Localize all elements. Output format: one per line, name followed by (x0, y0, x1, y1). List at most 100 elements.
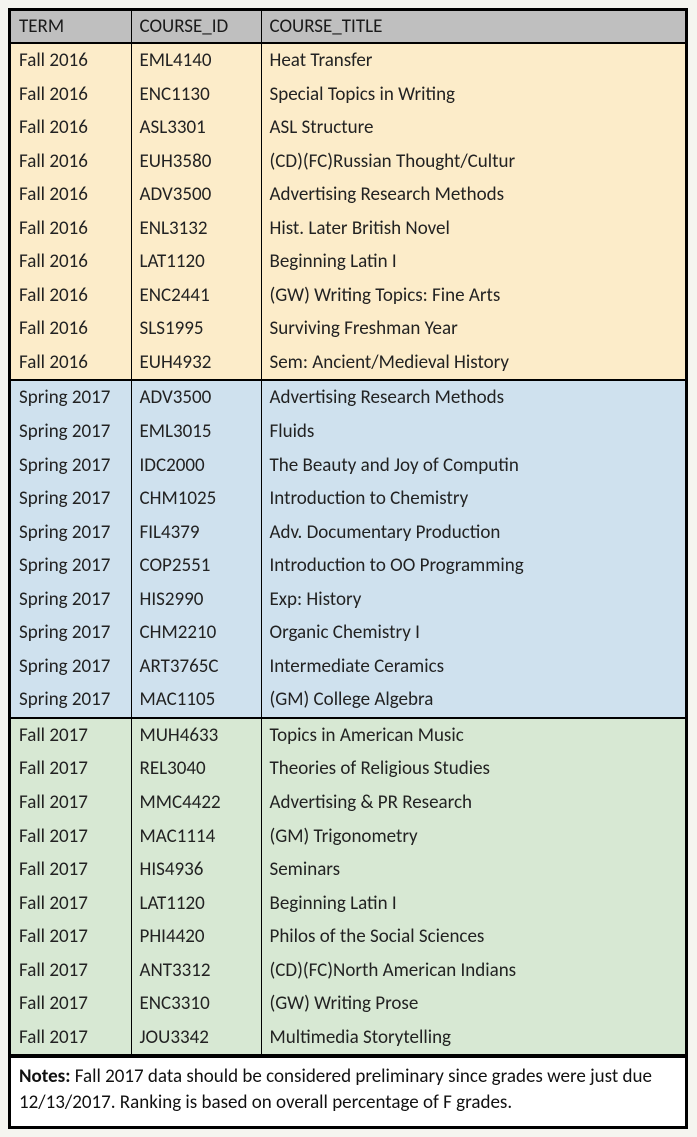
cell-course-id: IDC2000 (131, 449, 261, 483)
col-header-course-title: COURSE_TITLE (261, 11, 685, 43)
table-row: Fall 2016ASL3301ASL Structure (11, 111, 685, 145)
table-row: Fall 2016ENL3132Hist. Later British Nove… (11, 212, 685, 246)
course-table: TERM COURSE_ID COURSE_TITLE Fall 2016EML… (11, 11, 685, 1056)
cell-term: Spring 2017 (11, 549, 131, 583)
cell-course-title: Heat Transfer (261, 43, 685, 78)
table-row: Fall 2016EUH3580(CD)(FC)Russian Thought/… (11, 145, 685, 179)
table-row: Fall 2017MMC4422Advertising & PR Researc… (11, 786, 685, 820)
table-row: Spring 2017CHM1025Introduction to Chemis… (11, 482, 685, 516)
cell-course-id: EML3015 (131, 415, 261, 449)
cell-course-id: MAC1114 (131, 820, 261, 854)
cell-course-id: ENC3310 (131, 987, 261, 1021)
table-row: Spring 2017ART3765CIntermediate Ceramics (11, 650, 685, 684)
table-row: Fall 2016SLS1995Surviving Freshman Year (11, 312, 685, 346)
cell-course-title: Hist. Later British Novel (261, 212, 685, 246)
cell-course-id: ADV3500 (131, 178, 261, 212)
table-row: Fall 2016ENC1130Special Topics in Writin… (11, 78, 685, 112)
table-row: Spring 2017MAC1105(GM) College Algebra (11, 683, 685, 718)
cell-course-id: HIS4936 (131, 853, 261, 887)
cell-course-title: Introduction to OO Programming (261, 549, 685, 583)
cell-course-id: HIS2990 (131, 583, 261, 617)
table-row: Spring 2017EML3015Fluids (11, 415, 685, 449)
cell-course-title: Beginning Latin I (261, 887, 685, 921)
table-row: Fall 2017LAT1120Beginning Latin I (11, 887, 685, 921)
table-row: Fall 2017ANT3312(CD)(FC)North American I… (11, 954, 685, 988)
cell-course-title: Philos of the Social Sciences (261, 920, 685, 954)
cell-course-title: Seminars (261, 853, 685, 887)
table-row: Fall 2017HIS4936Seminars (11, 853, 685, 887)
cell-course-id: LAT1120 (131, 245, 261, 279)
cell-course-id: MUH4633 (131, 718, 261, 753)
cell-course-title: Special Topics in Writing (261, 78, 685, 112)
cell-course-id: ADV3500 (131, 380, 261, 415)
cell-course-title: (CD)(FC)Russian Thought/Cultur (261, 145, 685, 179)
cell-course-id: MMC4422 (131, 786, 261, 820)
cell-course-title: (GW) Writing Topics: Fine Arts (261, 279, 685, 313)
table-row: Spring 2017ADV3500Advertising Research M… (11, 380, 685, 415)
cell-course-title: (GW) Writing Prose (261, 987, 685, 1021)
table-row: Fall 2017PHI4420Philos of the Social Sci… (11, 920, 685, 954)
cell-term: Spring 2017 (11, 380, 131, 415)
cell-course-title: Advertising Research Methods (261, 178, 685, 212)
cell-term: Spring 2017 (11, 683, 131, 718)
col-header-course-id: COURSE_ID (131, 11, 261, 43)
cell-term: Fall 2017 (11, 987, 131, 1021)
cell-course-id: MAC1105 (131, 683, 261, 718)
cell-course-id: EUH4932 (131, 346, 261, 381)
cell-term: Fall 2017 (11, 887, 131, 921)
table-row: Spring 2017CHM2210Organic Chemistry I (11, 616, 685, 650)
cell-course-title: Theories of Religious Studies (261, 752, 685, 786)
cell-course-id: ENL3132 (131, 212, 261, 246)
table-row: Spring 2017IDC2000The Beauty and Joy of … (11, 449, 685, 483)
table-row: Fall 2017MUH4633Topics in American Music (11, 718, 685, 753)
cell-term: Spring 2017 (11, 616, 131, 650)
cell-term: Spring 2017 (11, 583, 131, 617)
cell-course-title: Exp: History (261, 583, 685, 617)
course-table-container: TERM COURSE_ID COURSE_TITLE Fall 2016EML… (8, 8, 688, 1129)
cell-term: Spring 2017 (11, 415, 131, 449)
cell-course-title: Advertising & PR Research (261, 786, 685, 820)
table-row: Spring 2017COP2551Introduction to OO Pro… (11, 549, 685, 583)
table-row: Fall 2017REL3040Theories of Religious St… (11, 752, 685, 786)
col-header-term: TERM (11, 11, 131, 43)
cell-course-id: JOU3342 (131, 1021, 261, 1056)
cell-term: Fall 2016 (11, 212, 131, 246)
cell-course-id: ANT3312 (131, 954, 261, 988)
cell-course-title: Organic Chemistry I (261, 616, 685, 650)
cell-course-title: Sem: Ancient/Medieval History (261, 346, 685, 381)
cell-course-id: ASL3301 (131, 111, 261, 145)
cell-term: Fall 2017 (11, 1021, 131, 1056)
table-row: Fall 2016ENC2441(GW) Writing Topics: Fin… (11, 279, 685, 313)
cell-term: Fall 2017 (11, 718, 131, 753)
cell-course-id: REL3040 (131, 752, 261, 786)
cell-course-title: Fluids (261, 415, 685, 449)
table-row: Spring 2017HIS2990Exp: History (11, 583, 685, 617)
cell-course-title: Topics in American Music (261, 718, 685, 753)
cell-course-id: PHI4420 (131, 920, 261, 954)
cell-course-title: (GM) College Algebra (261, 683, 685, 718)
cell-course-id: LAT1120 (131, 887, 261, 921)
cell-course-title: Intermediate Ceramics (261, 650, 685, 684)
cell-course-id: COP2551 (131, 549, 261, 583)
cell-course-title: ASL Structure (261, 111, 685, 145)
cell-course-title: Introduction to Chemistry (261, 482, 685, 516)
table-row: Fall 2017ENC3310(GW) Writing Prose (11, 987, 685, 1021)
cell-term: Fall 2016 (11, 346, 131, 381)
table-header: TERM COURSE_ID COURSE_TITLE (11, 11, 685, 43)
cell-course-id: EML4140 (131, 43, 261, 78)
cell-term: Spring 2017 (11, 482, 131, 516)
cell-term: Fall 2016 (11, 43, 131, 78)
cell-course-id: SLS1995 (131, 312, 261, 346)
cell-course-title: Advertising Research Methods (261, 380, 685, 415)
cell-term: Spring 2017 (11, 650, 131, 684)
cell-course-title: (CD)(FC)North American Indians (261, 954, 685, 988)
cell-term: Fall 2016 (11, 145, 131, 179)
table-row: Fall 2016EUH4932Sem: Ancient/Medieval Hi… (11, 346, 685, 381)
cell-course-title: Adv. Documentary Production (261, 516, 685, 550)
cell-term: Fall 2017 (11, 786, 131, 820)
table-row: Spring 2017FIL4379Adv. Documentary Produ… (11, 516, 685, 550)
cell-term: Fall 2016 (11, 312, 131, 346)
cell-term: Fall 2016 (11, 111, 131, 145)
cell-term: Fall 2017 (11, 954, 131, 988)
cell-term: Fall 2017 (11, 820, 131, 854)
